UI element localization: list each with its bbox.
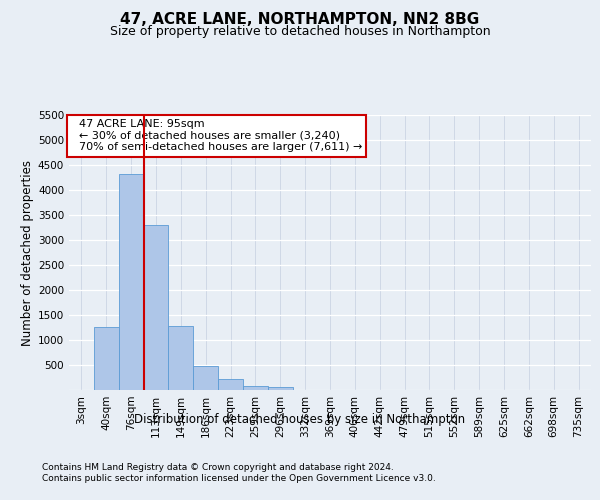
Text: Contains HM Land Registry data © Crown copyright and database right 2024.: Contains HM Land Registry data © Crown c…	[42, 462, 394, 471]
Bar	[143, 225, 169, 390]
Y-axis label: Number of detached properties: Number of detached properties	[21, 160, 34, 346]
Bar	[169, 326, 193, 390]
Bar	[243, 386, 268, 390]
Bar	[94, 326, 119, 390]
Text: Contains public sector information licensed under the Open Government Licence v3: Contains public sector information licen…	[42, 474, 436, 483]
Bar	[119, 174, 143, 390]
Bar	[268, 387, 293, 390]
Bar	[218, 379, 243, 390]
Text: Distribution of detached houses by size in Northampton: Distribution of detached houses by size …	[134, 412, 466, 426]
Text: 47 ACRE LANE: 95sqm
  ← 30% of detached houses are smaller (3,240)
  70% of semi: 47 ACRE LANE: 95sqm ← 30% of detached ho…	[71, 119, 362, 152]
Text: Size of property relative to detached houses in Northampton: Size of property relative to detached ho…	[110, 25, 490, 38]
Text: 47, ACRE LANE, NORTHAMPTON, NN2 8BG: 47, ACRE LANE, NORTHAMPTON, NN2 8BG	[121, 12, 479, 28]
Bar	[193, 366, 218, 390]
